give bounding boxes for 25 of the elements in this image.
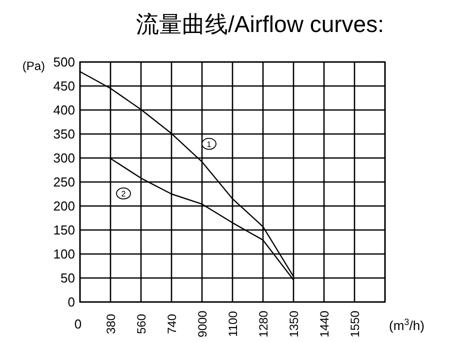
x-tick-label: 740 bbox=[165, 314, 179, 334]
x-tick-label: 1550 bbox=[348, 310, 362, 338]
x-tick-label: 9000 bbox=[196, 310, 210, 338]
y-tick-label: 250 bbox=[53, 174, 75, 190]
y-tick-label: 50 bbox=[60, 270, 75, 286]
x-tick-label: 1100 bbox=[226, 310, 240, 337]
x-tick-label: 1440 bbox=[318, 310, 332, 338]
y-tick-label: 450 bbox=[53, 78, 75, 94]
series-label: 1 bbox=[206, 140, 212, 149]
y-tick-label: 200 bbox=[53, 198, 75, 214]
y-tick-label: 400 bbox=[53, 102, 75, 118]
x-tick-label: 380 bbox=[104, 314, 118, 334]
y-tick-label: 100 bbox=[53, 246, 75, 262]
y-tick-label: 300 bbox=[53, 150, 75, 166]
series-label: 2 bbox=[116, 188, 131, 200]
x-tick-label: 560 bbox=[134, 314, 148, 334]
x-axis-title: (m$^{3}$/h) bbox=[389, 317, 424, 333]
chart-title: 流量曲线/Airflow curves: bbox=[136, 11, 384, 37]
x-tick-label: 1350 bbox=[287, 310, 301, 338]
x-tick-label: 1280 bbox=[256, 310, 270, 338]
y-tick-label: 350 bbox=[53, 126, 75, 142]
y-tick-label: 150 bbox=[53, 222, 75, 238]
y-tick-label: 500 bbox=[53, 54, 75, 70]
y-axis-title: (Pa) bbox=[22, 59, 45, 73]
series-label: 1 bbox=[202, 138, 216, 150]
